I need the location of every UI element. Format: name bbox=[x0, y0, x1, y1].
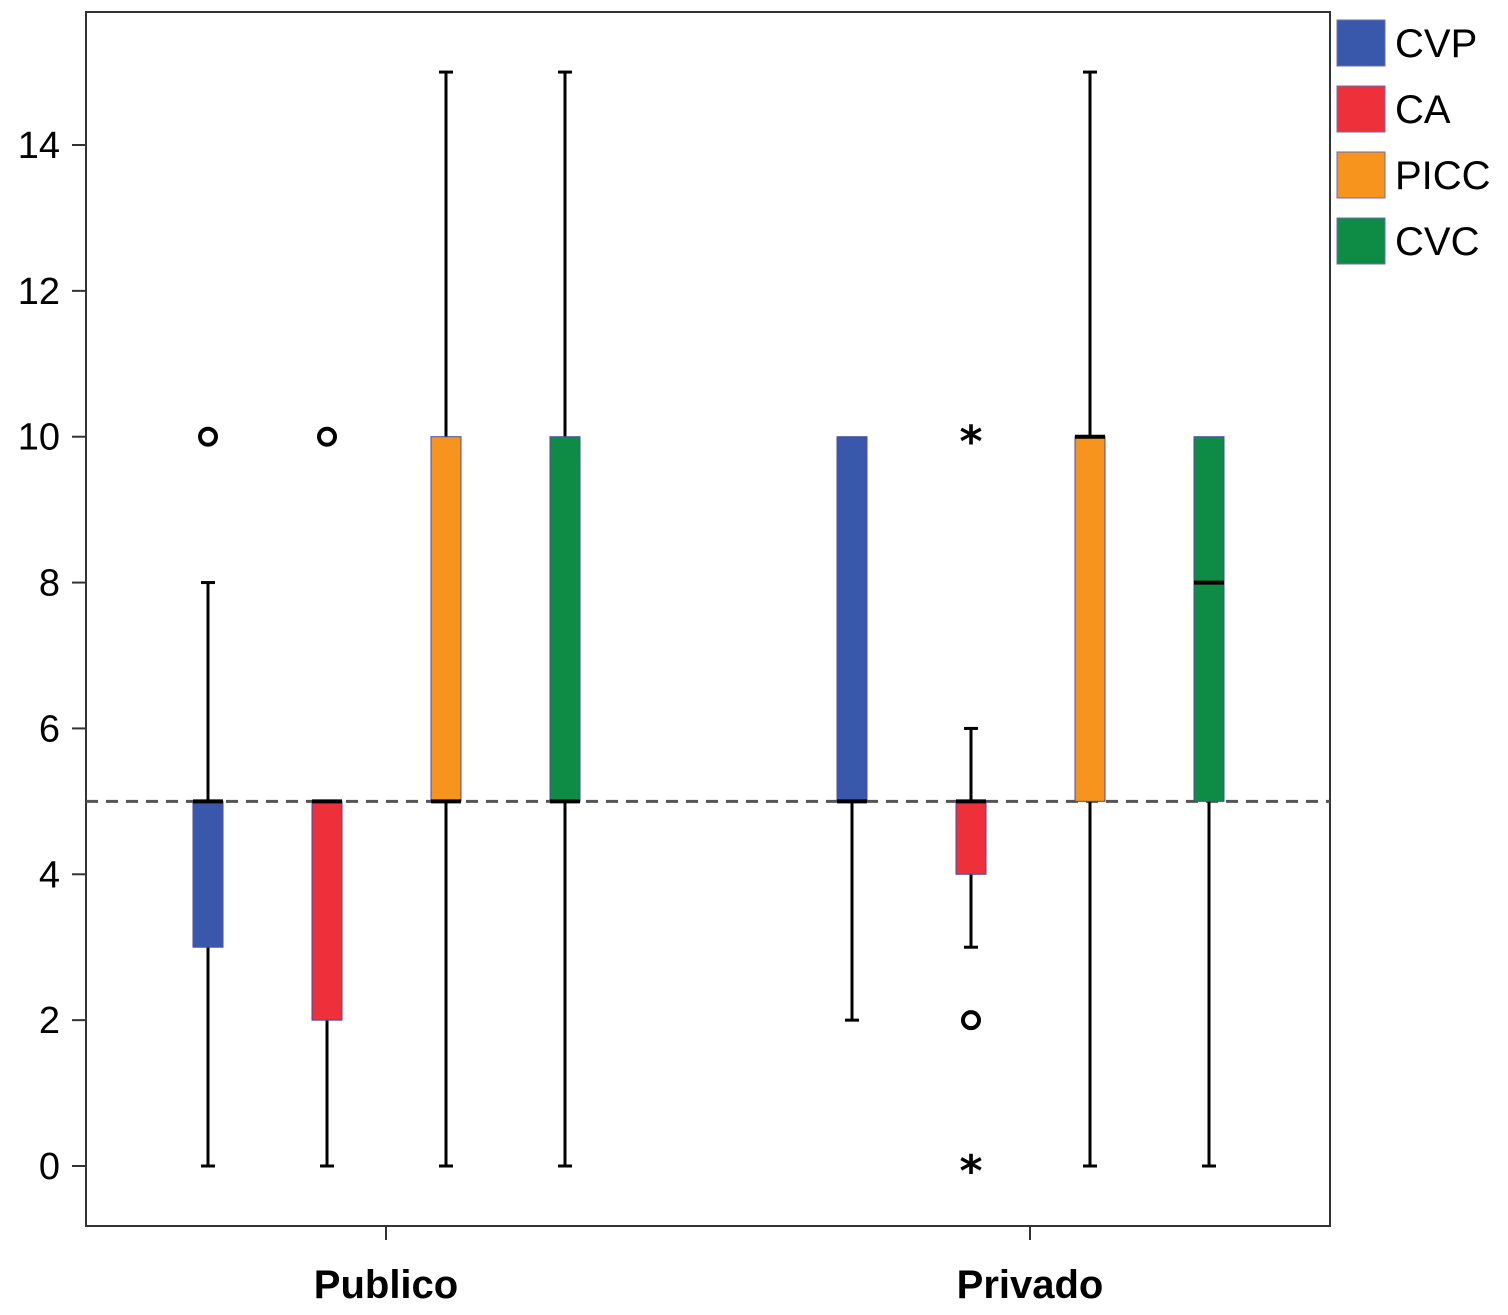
box-publico-cvp bbox=[192, 426, 224, 1168]
box-publico-cvp-iqr-rect bbox=[192, 800, 224, 948]
box-privado-ca-extreme-0: * bbox=[959, 417, 982, 468]
x-category-label-privado: Privado bbox=[957, 1263, 1104, 1307]
legend-label-picc: PICC bbox=[1395, 154, 1491, 198]
y-tick-label-4: 4 bbox=[39, 854, 60, 896]
box-publico-picc bbox=[430, 70, 462, 1168]
legend-label-cvc: CVC bbox=[1395, 220, 1479, 264]
legend-swatch-ca bbox=[1336, 85, 1386, 133]
box-privado-ca-outlier-1 bbox=[961, 1010, 981, 1031]
legend-swatch-cvc bbox=[1336, 217, 1386, 265]
box-publico-ca-iqr-rect bbox=[311, 800, 343, 1021]
box-publico-picc-iqr-rect bbox=[430, 436, 462, 802]
box-publico-cvc-iqr-rect bbox=[549, 436, 581, 802]
y-tick-label-12: 12 bbox=[18, 271, 60, 313]
y-tick-label-14: 14 bbox=[18, 125, 60, 167]
box-publico-ca-outlier-0 bbox=[317, 426, 337, 447]
box-privado-picc bbox=[1074, 70, 1106, 1168]
x-category-label-publico: Publico bbox=[314, 1263, 458, 1307]
box-privado-cvp bbox=[836, 436, 868, 1022]
box-privado-ca-extreme-2: * bbox=[959, 1146, 982, 1197]
box-publico-cvc bbox=[549, 70, 581, 1168]
box-publico-ca bbox=[311, 426, 343, 1168]
box-privado-cvc-iqr-rect bbox=[1193, 436, 1225, 802]
box-privado-cvc bbox=[1193, 436, 1225, 1168]
box-privado-cvp-iqr-rect bbox=[836, 436, 868, 802]
legend-label-ca: CA bbox=[1395, 88, 1451, 132]
legend-label-cvp: CVP bbox=[1395, 22, 1477, 66]
y-tick-label-10: 10 bbox=[18, 417, 60, 459]
box-publico-cvp-outlier-0 bbox=[198, 426, 218, 447]
box-privado-ca-iqr-rect bbox=[955, 800, 987, 875]
y-tick-label-8: 8 bbox=[39, 563, 60, 605]
y-tick-label-2: 2 bbox=[39, 1000, 60, 1042]
y-tick-label-6: 6 bbox=[39, 708, 60, 750]
legend-swatch-cvp bbox=[1336, 19, 1386, 67]
legend-swatch-picc bbox=[1336, 151, 1386, 199]
plot-area-frame bbox=[85, 11, 1331, 1227]
box-privado-ca: ** bbox=[955, 417, 987, 1197]
box-privado-picc-iqr-rect bbox=[1074, 436, 1106, 802]
legend: CVP CA PICC CVC bbox=[1336, 19, 1491, 265]
y-tick-label-0: 0 bbox=[39, 1146, 60, 1188]
